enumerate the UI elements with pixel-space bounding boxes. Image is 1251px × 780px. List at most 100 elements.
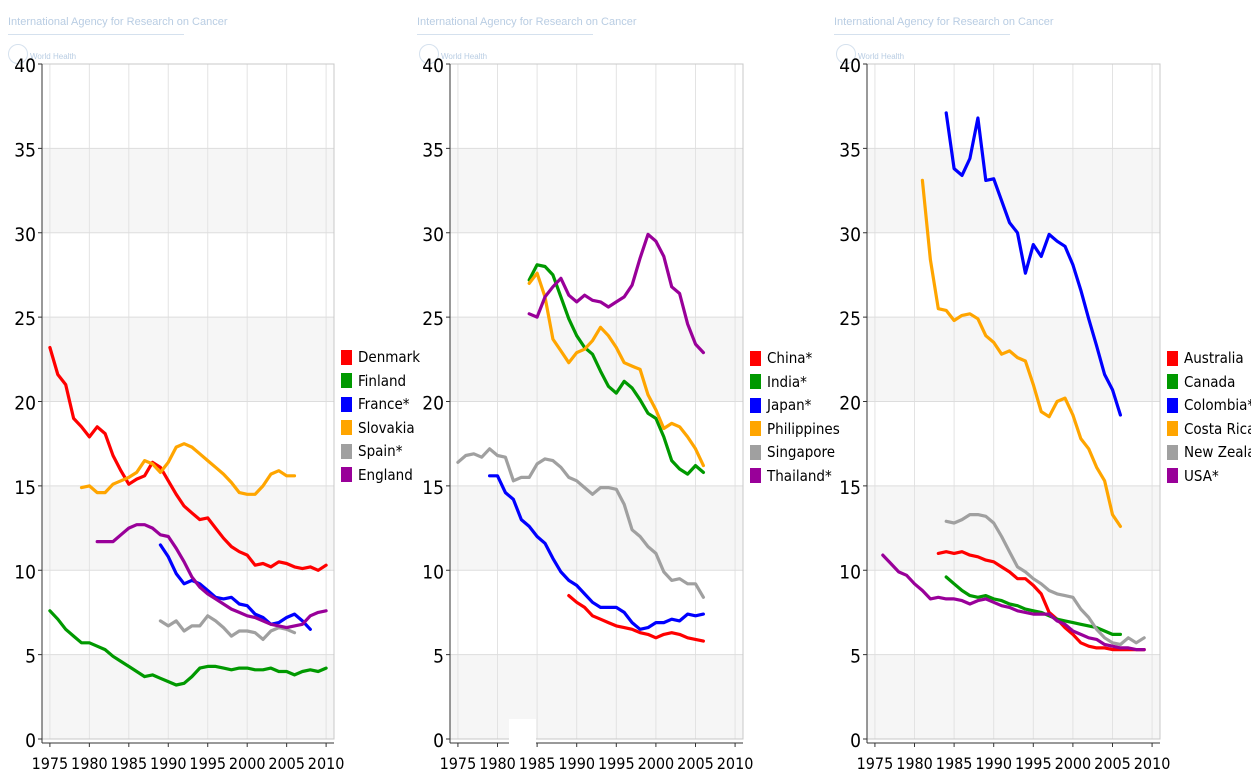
legend-item: China* bbox=[750, 348, 812, 368]
legend-item: Costa Rica bbox=[1167, 419, 1251, 439]
series-line-france bbox=[158, 543, 312, 631]
y-tick-label: 30 bbox=[422, 224, 444, 246]
grid-band bbox=[450, 570, 743, 655]
legend-label: Slovakia bbox=[358, 418, 415, 437]
agency-header: International Agency for Research on Can… bbox=[834, 16, 1054, 28]
legend-item: USA* bbox=[1167, 466, 1219, 486]
legend-item: Finland bbox=[341, 371, 406, 391]
x-tick-label: 1980 bbox=[896, 754, 933, 773]
x-tick-label: 1995 bbox=[189, 754, 226, 773]
y-tick-label: 40 bbox=[422, 55, 444, 77]
y-tick-label: 5 bbox=[850, 646, 861, 668]
series-line-india bbox=[527, 263, 705, 476]
legend-swatch bbox=[1167, 374, 1178, 389]
grid-band bbox=[42, 64, 334, 149]
grid-band bbox=[42, 148, 334, 233]
legend-swatch bbox=[1167, 421, 1178, 436]
chart-3: 0 5 10 15 20 25 30 35 40 1975 1980 1985 1990 1995 2000… bbox=[839, 55, 1170, 773]
legend-item: Japan* bbox=[750, 395, 811, 415]
legend-swatch bbox=[750, 374, 761, 389]
y-tick-label: 15 bbox=[14, 477, 36, 499]
x-tick-label: 1980 bbox=[479, 754, 516, 773]
x-tick-label: 1990 bbox=[150, 754, 187, 773]
who-header: World Health bbox=[858, 52, 905, 61]
legend-swatch bbox=[1167, 397, 1178, 413]
who-header: World Health bbox=[441, 52, 488, 61]
header-divider bbox=[834, 34, 1010, 35]
series-line-usa bbox=[881, 553, 1146, 652]
y-tick-label: 0 bbox=[850, 730, 861, 752]
grid-band bbox=[867, 232, 1160, 318]
legend-label: India* bbox=[767, 372, 807, 391]
y-tick-label: 20 bbox=[422, 393, 444, 415]
y-tick-label: 15 bbox=[839, 477, 861, 499]
grid-band bbox=[450, 232, 743, 318]
legend-swatch bbox=[341, 396, 352, 412]
legend-item: Canada bbox=[1167, 372, 1235, 392]
series-line-philippines bbox=[527, 271, 705, 468]
grid-band bbox=[867, 148, 1160, 233]
legend-label: France* bbox=[358, 395, 410, 413]
legend-item: France* bbox=[341, 394, 410, 414]
x-tick-label: 2010 bbox=[308, 754, 345, 773]
y-tick-label: 30 bbox=[14, 224, 36, 246]
who-logo-icon bbox=[419, 44, 439, 64]
y-tick-label: 35 bbox=[839, 139, 861, 161]
series-line-singapore bbox=[456, 447, 705, 599]
legend-label: Canada bbox=[1184, 372, 1236, 391]
y-tick-label: 10 bbox=[839, 561, 861, 583]
legend-swatch bbox=[341, 349, 352, 365]
legend-label: Japan* bbox=[767, 396, 812, 414]
y-tick-label: 25 bbox=[422, 308, 444, 330]
grid-band bbox=[867, 317, 1160, 402]
agency-header: International Agency for Research on Can… bbox=[417, 16, 637, 28]
series-line-england bbox=[95, 523, 328, 630]
x-tick-label: 1975 bbox=[32, 754, 69, 773]
series-line-finland bbox=[48, 609, 328, 687]
legend-swatch bbox=[341, 467, 352, 482]
who-logo-icon bbox=[836, 44, 856, 64]
legend-swatch bbox=[1167, 468, 1178, 483]
legend-label: Philippines bbox=[767, 419, 840, 438]
x-tick-label: 1990 bbox=[558, 754, 595, 773]
series-line-thailand bbox=[527, 232, 705, 355]
legend-item: New Zealand bbox=[1167, 442, 1251, 462]
y-tick-label: 15 bbox=[422, 477, 444, 499]
who-header: World Health bbox=[30, 52, 77, 61]
x-tick-label: 2005 bbox=[677, 754, 714, 773]
y-tick-label: 0 bbox=[433, 730, 444, 752]
legend-label: Costa Rica bbox=[1184, 419, 1251, 438]
grid-band bbox=[867, 401, 1160, 486]
series-line-australia bbox=[936, 550, 1146, 652]
x-tick-label: 1980 bbox=[71, 754, 108, 773]
legend-swatch bbox=[341, 420, 352, 435]
legend-item: Thailand* bbox=[750, 466, 832, 486]
y-tick-label: 10 bbox=[14, 561, 36, 583]
occlusion-patch bbox=[509, 719, 536, 747]
y-tick-label: 10 bbox=[422, 561, 444, 583]
agency-header: International Agency for Research on Can… bbox=[8, 16, 228, 28]
y-tick-label: 40 bbox=[14, 55, 36, 77]
legend-item: Colombia* bbox=[1167, 395, 1251, 415]
grid-band bbox=[42, 654, 334, 739]
header-divider bbox=[8, 34, 184, 35]
x-tick-label: 2000 bbox=[1055, 754, 1092, 773]
legend-label: Singapore bbox=[767, 443, 836, 461]
x-tick-label: 2005 bbox=[268, 754, 305, 773]
legend-swatch bbox=[1167, 350, 1178, 366]
legend-label: USA* bbox=[1184, 466, 1219, 485]
panel-2: International Agency for Research on Can… bbox=[417, 0, 840, 780]
chart-2: 0 5 10 15 20 25 30 35 40 1975 1980 1985 1990 1995 2000… bbox=[422, 55, 753, 773]
series-line-new-zealand bbox=[944, 512, 1146, 647]
y-tick-label: 30 bbox=[839, 224, 861, 246]
legend-item: Denmark bbox=[341, 347, 420, 367]
x-tick-label: 1975 bbox=[857, 754, 894, 773]
legend-item: Singapore bbox=[750, 442, 835, 462]
x-tick-label: 2000 bbox=[638, 754, 675, 773]
series-line-japan bbox=[487, 474, 705, 631]
y-tick-label: 25 bbox=[839, 308, 861, 330]
legend-swatch bbox=[750, 421, 761, 436]
grid-band bbox=[867, 654, 1160, 739]
series-line-spain bbox=[158, 614, 297, 642]
grid-band bbox=[42, 570, 334, 655]
